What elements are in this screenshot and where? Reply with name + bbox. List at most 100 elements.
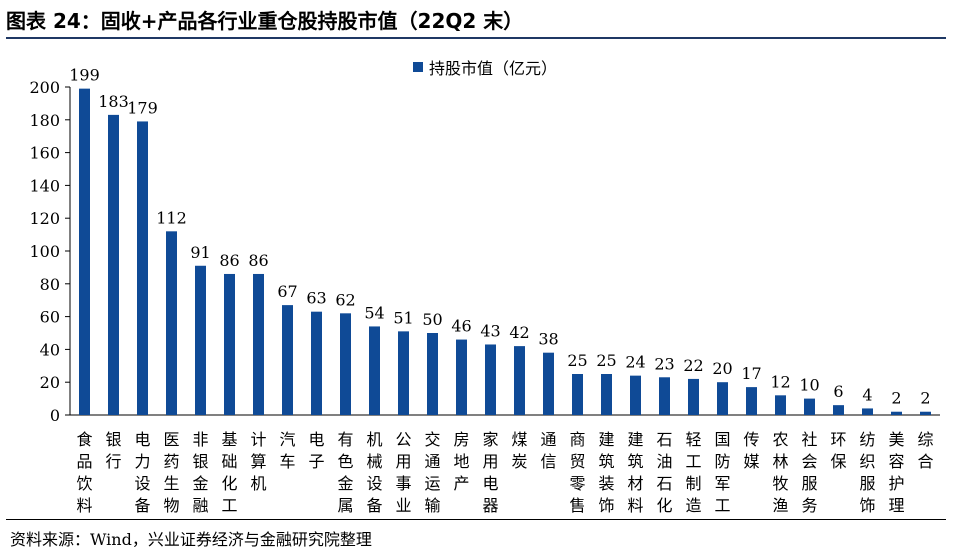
bar (427, 333, 438, 415)
x-tick-label: 基础化工 (221, 430, 237, 515)
bar (920, 411, 931, 415)
bar (601, 374, 612, 415)
x-tick-label: 家用电器 (482, 430, 498, 515)
data-label: 91 (190, 243, 210, 262)
bar (833, 405, 844, 415)
data-label: 63 (306, 289, 326, 308)
data-label: 24 (625, 353, 645, 372)
bar (804, 398, 815, 415)
x-tick-label: 电子 (308, 430, 324, 471)
y-tick-label: 60 (40, 308, 60, 327)
data-label: 10 (799, 376, 819, 395)
x-tick-label: 轻工制造 (685, 430, 701, 515)
data-label: 4 (862, 385, 872, 404)
data-label: 22 (683, 356, 703, 375)
data-label: 2 (891, 389, 901, 408)
data-label: 54 (364, 303, 384, 322)
x-tick-label: 食品饮料 (76, 430, 92, 515)
x-tick-label: 汽车 (279, 430, 295, 471)
bar (311, 311, 322, 415)
data-label: 38 (538, 330, 558, 349)
bar (282, 305, 293, 415)
data-label: 51 (393, 308, 413, 327)
bar (456, 339, 467, 415)
bar (862, 408, 873, 415)
legend-swatch (413, 62, 423, 72)
x-tick-label: 建筑装饰 (598, 430, 614, 515)
y-tick-label: 180 (29, 111, 60, 130)
x-tick-label: 有色金属 (337, 430, 353, 515)
data-label: 86 (219, 251, 239, 270)
x-tick-label: 农林牧渔 (772, 430, 788, 515)
x-tick-label: 社会服务 (801, 430, 817, 515)
x-tick-label: 综合 (917, 430, 933, 471)
data-label: 183 (98, 92, 129, 111)
bar (514, 346, 525, 415)
data-label: 20 (712, 359, 732, 378)
y-tick-label: 20 (40, 373, 60, 392)
data-label: 112 (156, 208, 187, 227)
x-tick-label: 通信 (540, 430, 556, 471)
y-tick-label: 140 (29, 176, 60, 195)
data-label: 179 (127, 98, 158, 117)
x-tick-label: 石油石化 (656, 430, 672, 515)
data-label: 17 (741, 364, 761, 383)
y-tick-label: 200 (29, 78, 60, 97)
bar-chart: 0 20 40 60 80 100 120 140 160 180 200 199 食品饮料 183 银行 1… (29, 66, 940, 515)
x-tick-label: 银行 (105, 430, 121, 471)
x-tick-label: 计算机 (250, 430, 266, 493)
data-label: 199 (69, 66, 100, 85)
x-tick-label: 纺织服饰 (859, 430, 875, 515)
x-tick-label: 国防军工 (714, 430, 730, 515)
bar (79, 88, 90, 415)
bar (485, 344, 496, 415)
bar (166, 231, 177, 415)
legend-label: 持股市值（亿元） (429, 59, 558, 78)
data-label: 25 (596, 351, 616, 370)
source-note: 资料来源：Wind，兴业证券经济与金融研究院整理 (10, 530, 372, 549)
bar (137, 121, 148, 415)
bar (659, 377, 670, 415)
x-tick-label: 机械设备 (366, 430, 382, 515)
data-label: 43 (480, 321, 500, 340)
data-label: 62 (335, 290, 355, 309)
bar (253, 273, 264, 415)
y-tick-label: 100 (29, 242, 60, 261)
x-tick-label: 美容护理 (888, 430, 904, 515)
bar (340, 313, 351, 415)
title-underline (6, 37, 946, 39)
x-tick-label: 商贸零售 (569, 430, 585, 515)
bar (224, 273, 235, 415)
bar (891, 411, 902, 415)
bar (369, 326, 380, 415)
y-tick-label: 120 (29, 209, 60, 228)
bar (688, 378, 699, 415)
x-tick-label: 房地产 (453, 430, 469, 493)
x-tick-label: 电力设备 (134, 430, 150, 515)
data-label: 2 (920, 389, 930, 408)
bar (717, 382, 728, 415)
data-label: 25 (567, 351, 587, 370)
bar (108, 114, 119, 415)
x-tick-label: 环保 (830, 430, 846, 471)
bar (746, 387, 757, 415)
x-tick-label: 公用事业 (395, 430, 411, 515)
bar (543, 352, 554, 415)
x-tick-label: 传媒 (743, 430, 759, 471)
legend: 持股市值（亿元） (413, 55, 557, 79)
x-tick-label: 医药生物 (163, 430, 179, 515)
data-label: 23 (654, 354, 674, 373)
bar (398, 331, 409, 415)
data-label: 42 (509, 323, 529, 342)
y-tick-label: 160 (29, 144, 60, 163)
x-tick-label: 交通运输 (424, 430, 440, 515)
data-label: 50 (422, 310, 442, 329)
data-label: 67 (277, 282, 297, 301)
bar (775, 395, 786, 415)
data-label: 86 (248, 251, 268, 270)
x-tick-label: 建筑材料 (627, 430, 643, 515)
data-label: 46 (451, 317, 471, 336)
source-divider (6, 519, 946, 520)
bar (572, 374, 583, 415)
bar (195, 265, 206, 415)
